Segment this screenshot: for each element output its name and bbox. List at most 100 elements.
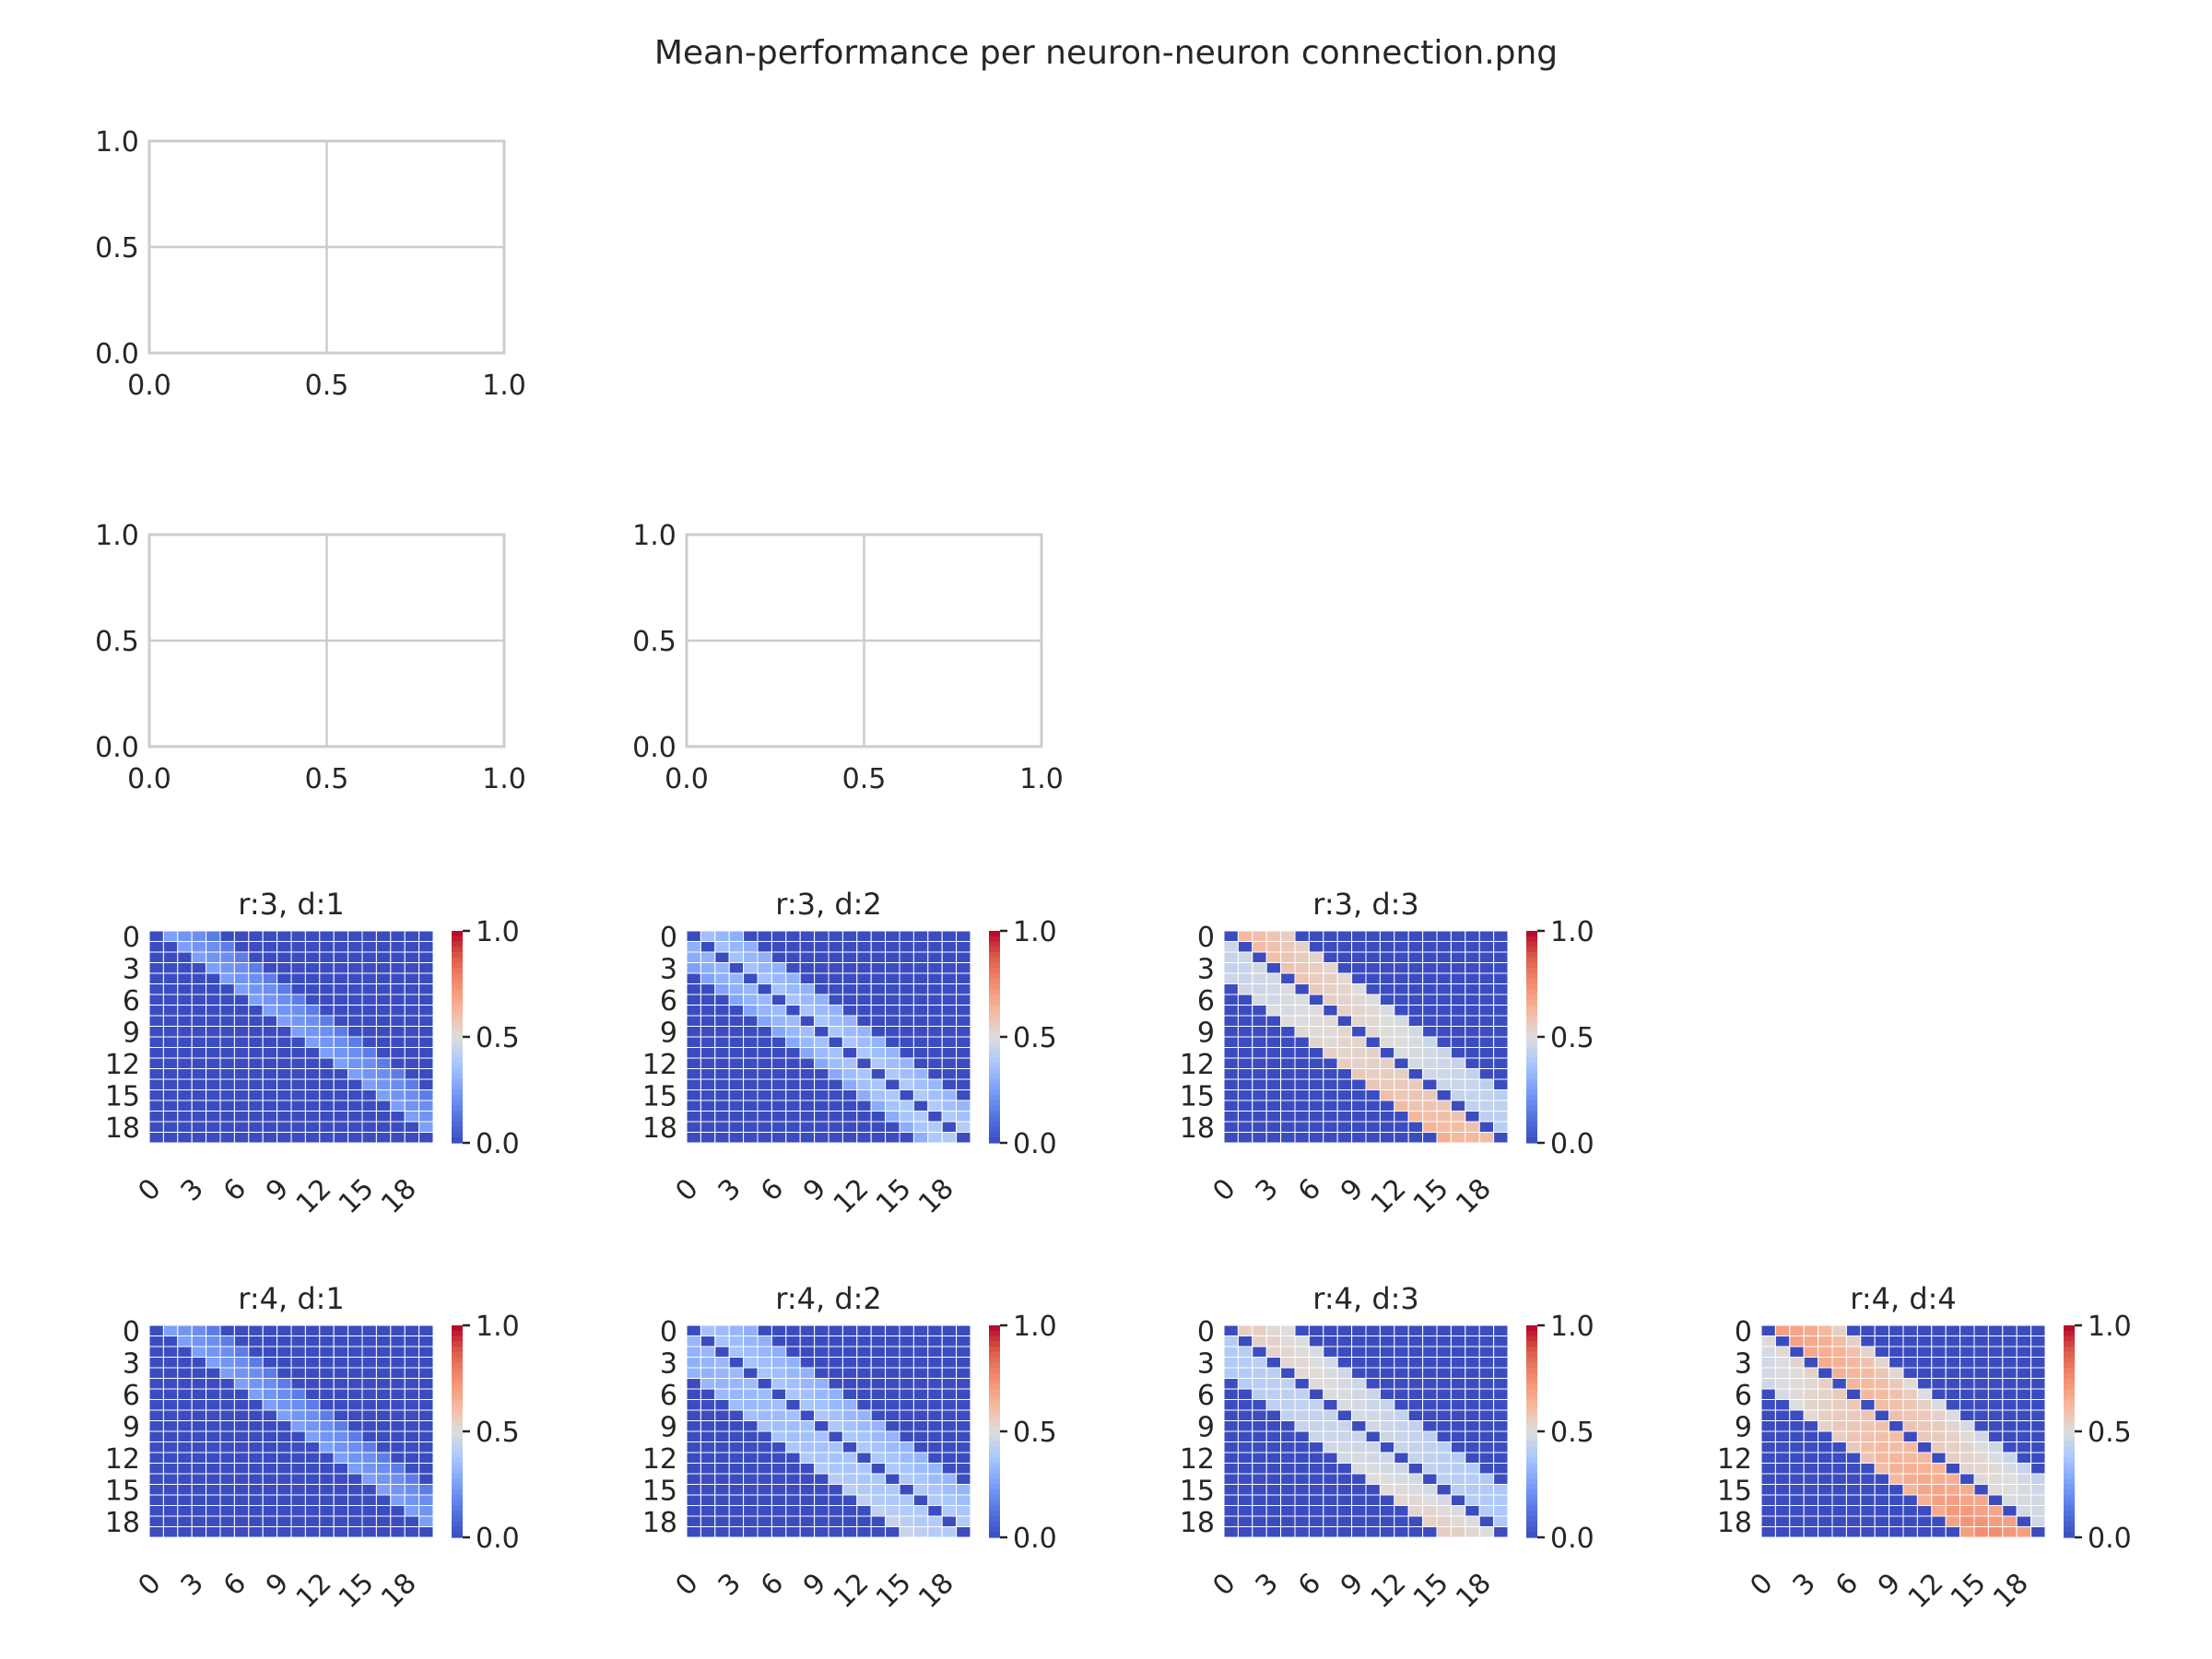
heatmap-cell (1760, 1378, 1776, 1390)
heatmap-cell (1902, 1335, 1918, 1347)
heatmap-cell (304, 1367, 321, 1379)
heatmap-cell (1223, 1473, 1239, 1485)
heatmap-cell (361, 1515, 377, 1527)
colorbar-segment (989, 1521, 1000, 1528)
heatmap-cell (148, 1526, 164, 1538)
heatmap-cell (941, 1367, 958, 1379)
heatmap-cell (912, 1515, 929, 1527)
heatmap-cell (2030, 1378, 2046, 1390)
heatmap-cell (1860, 1441, 1876, 1453)
heatmap-cell (743, 951, 759, 963)
colorbar-tick-label: 0.5 (2088, 1417, 2132, 1449)
heatmap-cell (771, 1452, 787, 1464)
heatmap-cell (1973, 1388, 1989, 1400)
colorbar-segment (452, 1325, 463, 1332)
heatmap-cell (956, 983, 971, 995)
heatmap-cell (700, 1463, 716, 1475)
heatmap-cell (290, 1346, 306, 1358)
heatmap-cell (1493, 1335, 1509, 1347)
heatmap-cell (1323, 1036, 1338, 1048)
colorbar-tick-label: 1.0 (2088, 1311, 2132, 1343)
heatmap-cell (390, 1111, 406, 1123)
heatmap-cell (1902, 1494, 1918, 1506)
heatmap-cell (1323, 1026, 1338, 1038)
heatmap-cell (191, 1505, 207, 1517)
heatmap-cell (1223, 962, 1239, 974)
colorbar-segment (2064, 1415, 2075, 1422)
heatmap-cell (177, 1357, 193, 1369)
heatmap-cell (233, 1505, 250, 1517)
heatmap-cell (1223, 1409, 1239, 1421)
colorbar-segment (989, 1089, 1000, 1096)
heatmap-cell (1874, 1324, 1890, 1336)
heatmap-cell (899, 1335, 914, 1347)
heatmap-cell (956, 1399, 971, 1411)
heatmap-cell (206, 1388, 221, 1400)
heatmap-cell (686, 1068, 701, 1080)
heatmap-cell (956, 1357, 971, 1369)
heatmap-cell (912, 1121, 929, 1133)
heatmap-cell (219, 1463, 235, 1475)
heatmap-cell (1959, 1420, 1975, 1432)
heatmap-cell (856, 951, 872, 963)
heatmap-cell (248, 1430, 264, 1442)
heatmap-cell (1407, 951, 1424, 963)
heatmap-cell (700, 1132, 716, 1144)
heatmap-cell (1365, 1526, 1381, 1538)
colorbar-segment (452, 1389, 463, 1395)
heatmap-cell (347, 1057, 363, 1069)
heatmap-cell (870, 1463, 887, 1475)
colorbar-segment (2064, 1347, 2075, 1353)
heatmap-cell (856, 1005, 872, 1017)
heatmap-cell (785, 1026, 801, 1038)
heatmap-cell (743, 1515, 759, 1527)
colorbar-segment (1526, 1122, 1537, 1128)
heatmap-cell (1888, 1484, 1904, 1496)
heatmap-cell (1294, 1430, 1310, 1442)
heatmap-cell (191, 1494, 207, 1506)
heatmap-cell (1874, 1409, 1890, 1421)
colorbar-segment (989, 1341, 1000, 1347)
heatmap-cell (814, 1324, 830, 1336)
heatmap-cell (1916, 1452, 1933, 1464)
heatmap-cell (276, 1430, 292, 1442)
colorbar-segment (452, 1372, 463, 1380)
heatmap-cell (1394, 1399, 1409, 1411)
heatmap-cell (319, 1505, 335, 1517)
heatmap-cell (1760, 1388, 1776, 1400)
colorbar-segment (989, 1362, 1000, 1369)
heatmap-cell (1450, 1100, 1466, 1112)
heatmap-cell (148, 972, 164, 984)
heatmap-cell (1945, 1367, 1961, 1379)
heatmap-cell (927, 1452, 943, 1464)
heatmap-cell (870, 1452, 887, 1464)
heatmap-cell (262, 1121, 278, 1133)
heatmap-cell (177, 962, 193, 974)
heatmap-cell (885, 941, 900, 953)
colorbar-segment (2064, 1511, 2075, 1517)
heatmap-cell (2030, 1346, 2046, 1358)
heatmap-cell (1436, 994, 1452, 1006)
heatmap-cell (814, 1346, 830, 1358)
colorbar-segment (2064, 1441, 2075, 1448)
heatmap-cell (1223, 1378, 1239, 1390)
heatmap-cell (927, 1089, 943, 1101)
heatmap-cell (912, 1015, 929, 1027)
heatmap-cell (1294, 1441, 1310, 1453)
heatmap-cell (1365, 972, 1381, 984)
heatmap-cell (148, 1111, 164, 1123)
heatmap-cell (290, 1335, 306, 1347)
heatmap-cell (1351, 1100, 1367, 1112)
heatmap-cell (814, 1015, 830, 1027)
heatmap-cell (248, 1132, 264, 1144)
heatmap-cell (1450, 1047, 1466, 1059)
heatmap-cell (1336, 1078, 1353, 1090)
heatmap-cell (162, 972, 179, 984)
heatmap-cell (1394, 1100, 1409, 1112)
heatmap-cell (1831, 1399, 1847, 1411)
heatmap-cell (191, 1026, 207, 1038)
heatmap-cell (1265, 1068, 1282, 1080)
heatmap-cell (899, 1089, 914, 1101)
heatmap-cell (290, 1515, 306, 1527)
heatmap-cell (375, 1388, 392, 1400)
